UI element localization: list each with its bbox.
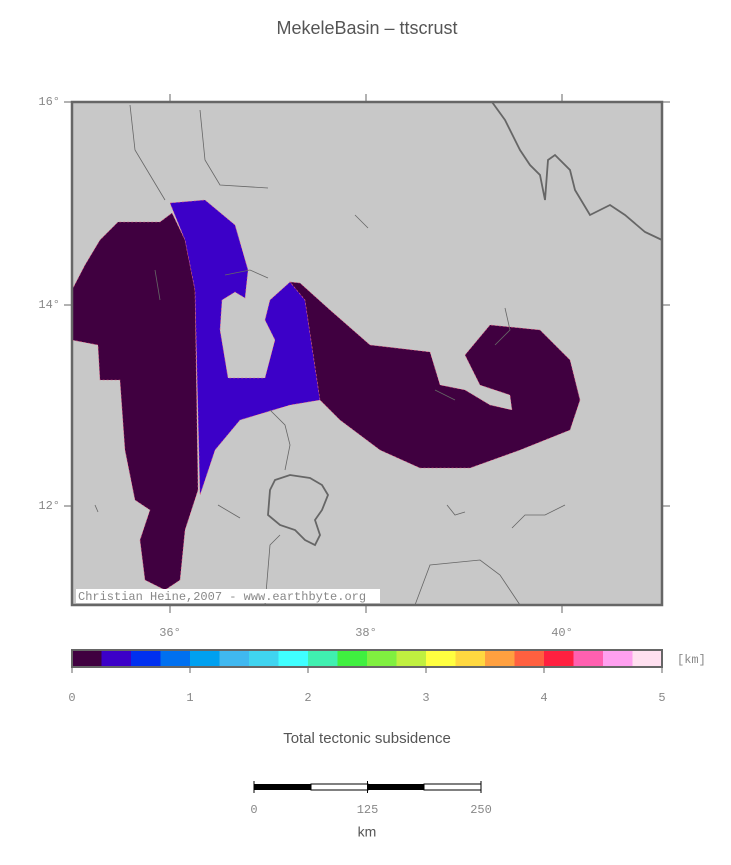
colorbar-swatch	[190, 650, 220, 667]
lon-label: 36°	[159, 626, 181, 640]
title: MekeleBasin – ttscrust	[276, 18, 457, 38]
colorbar-swatch	[573, 650, 604, 667]
colorbar-swatch	[455, 650, 486, 667]
colorbar-swatch	[485, 650, 515, 667]
colorbar-swatch	[101, 650, 132, 667]
lon-label: 40°	[551, 626, 573, 640]
colorbar-swatch	[72, 650, 102, 667]
subsidence-area	[289, 281, 581, 469]
subsidence-area	[169, 199, 321, 496]
scale-unit: km	[358, 824, 377, 840]
colorbar-swatch	[249, 650, 279, 667]
colorbar-tick-label: 5	[658, 691, 665, 705]
scale-tick-label: 0	[250, 803, 257, 817]
colorbar-tick-label: 4	[540, 691, 547, 705]
borders	[267, 101, 663, 547]
colorbar-swatch	[278, 650, 309, 667]
scale-tick-label: 250	[470, 803, 492, 817]
colorbar-swatch	[308, 650, 338, 667]
colorbar-tick-label: 3	[422, 691, 429, 705]
scale-tick-label: 125	[357, 803, 379, 817]
map-frame	[70, 100, 664, 607]
colorbar-frame	[71, 649, 663, 668]
rivers	[94, 104, 566, 606]
colorbar-swatch	[396, 650, 427, 667]
colorbar-tick-label: 1	[186, 691, 193, 705]
credit: Christian Heine,2007 - www.earthbyte.org	[78, 590, 366, 604]
scale-ticks: 0 125 250	[250, 781, 492, 817]
colorbar-swatch	[514, 650, 545, 667]
colorbar-unit: [km]	[677, 653, 706, 667]
lat-label: 12°	[38, 499, 60, 513]
colorbar-swatch	[603, 650, 633, 667]
colorbar-label: Total tectonic subsidence	[283, 730, 451, 747]
colorbar-swatch	[219, 650, 250, 667]
colorbar-swatch	[160, 650, 191, 667]
colorbar-swatch	[426, 650, 456, 667]
colorbar-swatch	[367, 650, 397, 667]
colorbar-tick-label: 2	[304, 691, 311, 705]
lat-label: 14°	[38, 298, 60, 312]
subsidence-area	[71, 212, 199, 591]
credit-box	[76, 589, 380, 603]
lon-label: 38°	[355, 626, 377, 640]
lat-label: 16°	[38, 95, 60, 109]
colorbar-swatch	[632, 650, 663, 667]
colorbar-swatch	[337, 650, 368, 667]
colorbar-swatch	[131, 650, 161, 667]
frame-ticks	[64, 94, 670, 613]
colorbar-tick-label: 0	[68, 691, 75, 705]
colorbar: 0 1 2 3 4 5	[68, 650, 666, 705]
colorbar-swatch	[544, 650, 574, 667]
